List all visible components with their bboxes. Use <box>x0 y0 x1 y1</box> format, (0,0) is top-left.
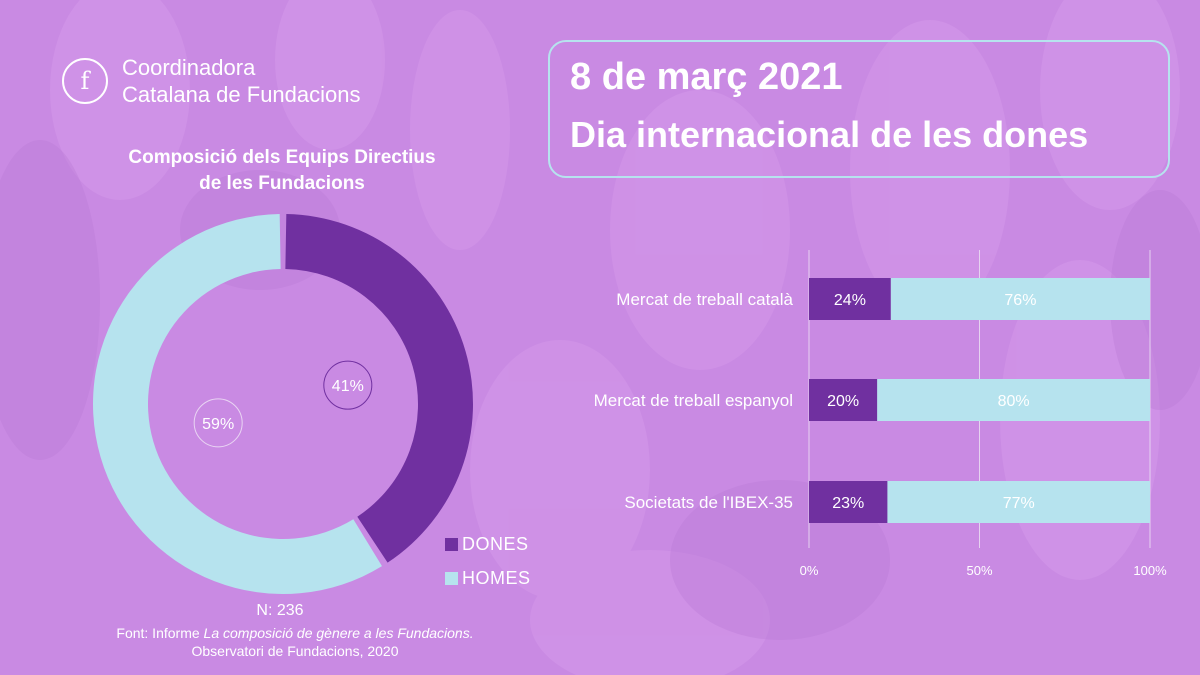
title-box: 8 de març 2021 Dia internacional de les … <box>548 40 1170 178</box>
logo-mark-letter: f <box>80 67 90 95</box>
donut-label-bubble-homes <box>193 398 243 448</box>
bar-data-label-dones: 20% <box>827 393 859 410</box>
legend-swatch-dones <box>445 537 458 551</box>
donut-label-bubble-dones <box>323 360 373 410</box>
logo: f Coordinadora Catalana de Fundacions <box>62 54 361 108</box>
x-tick-label: 100% <box>1133 563 1167 578</box>
x-tick-label: 50% <box>966 563 992 578</box>
bar-data-label-homes: 77% <box>1003 495 1035 512</box>
donut-title-line-1: Composició dels Equips Directius <box>128 147 436 168</box>
bar-segment-homes <box>887 481 1150 523</box>
bar-data-label-dones: 23% <box>832 495 864 512</box>
logo-line-2: Catalana de Fundacions <box>122 82 361 107</box>
source-line-2: Observatori de Fundacions, 2020 <box>191 643 399 659</box>
sample-size-label: N: 236 <box>256 602 304 619</box>
category-label: Mercat de treball espanyol <box>594 391 793 410</box>
donut-data-label-homes: 59% <box>202 416 234 433</box>
donut-slice-homes <box>93 214 382 594</box>
category-label: Mercat de treball català <box>616 290 793 309</box>
source-prefix: Font: Informe <box>116 625 204 641</box>
bar-data-label-homes: 80% <box>998 393 1030 410</box>
bar-segment-dones <box>809 481 888 523</box>
category-label: Societats de l'IBEX-35 <box>624 493 793 512</box>
bar-data-label-dones: 24% <box>834 292 866 309</box>
header-date: 8 de març 2021 <box>570 56 843 98</box>
header-title: Dia internacional de les dones <box>570 114 1089 155</box>
logo-mark: f <box>62 58 108 104</box>
bar-segment-homes <box>877 379 1150 421</box>
bar-data-label-homes: 76% <box>1004 292 1036 309</box>
source-note: Font: Informe La composició de gènere a … <box>60 624 530 660</box>
source-title: La composició de gènere a les Fundacions… <box>203 625 474 641</box>
x-tick-label: 0% <box>800 563 819 578</box>
legend-swatch-homes <box>445 571 458 585</box>
donut-chart-title: Composició dels Equips Directius de les … <box>72 145 492 197</box>
donut-title-line-2: de les Fundacions <box>199 173 365 194</box>
logo-text: Coordinadora Catalana de Fundacions <box>122 54 361 108</box>
legend-item-dones: DONES <box>445 527 531 561</box>
bar-segment-dones <box>809 278 891 320</box>
legend-label-homes: HOMES <box>462 567 531 588</box>
donut-slice-dones <box>285 214 474 563</box>
bar-segment-homes <box>890 278 1150 320</box>
legend-item-homes: HOMES <box>445 561 531 595</box>
donut-legend: DONES HOMES <box>445 527 531 595</box>
legend-label-dones: DONES <box>462 533 529 554</box>
bar-segment-dones <box>809 379 878 421</box>
donut-data-label-dones: 41% <box>332 378 364 395</box>
logo-line-1: Coordinadora <box>122 55 256 80</box>
